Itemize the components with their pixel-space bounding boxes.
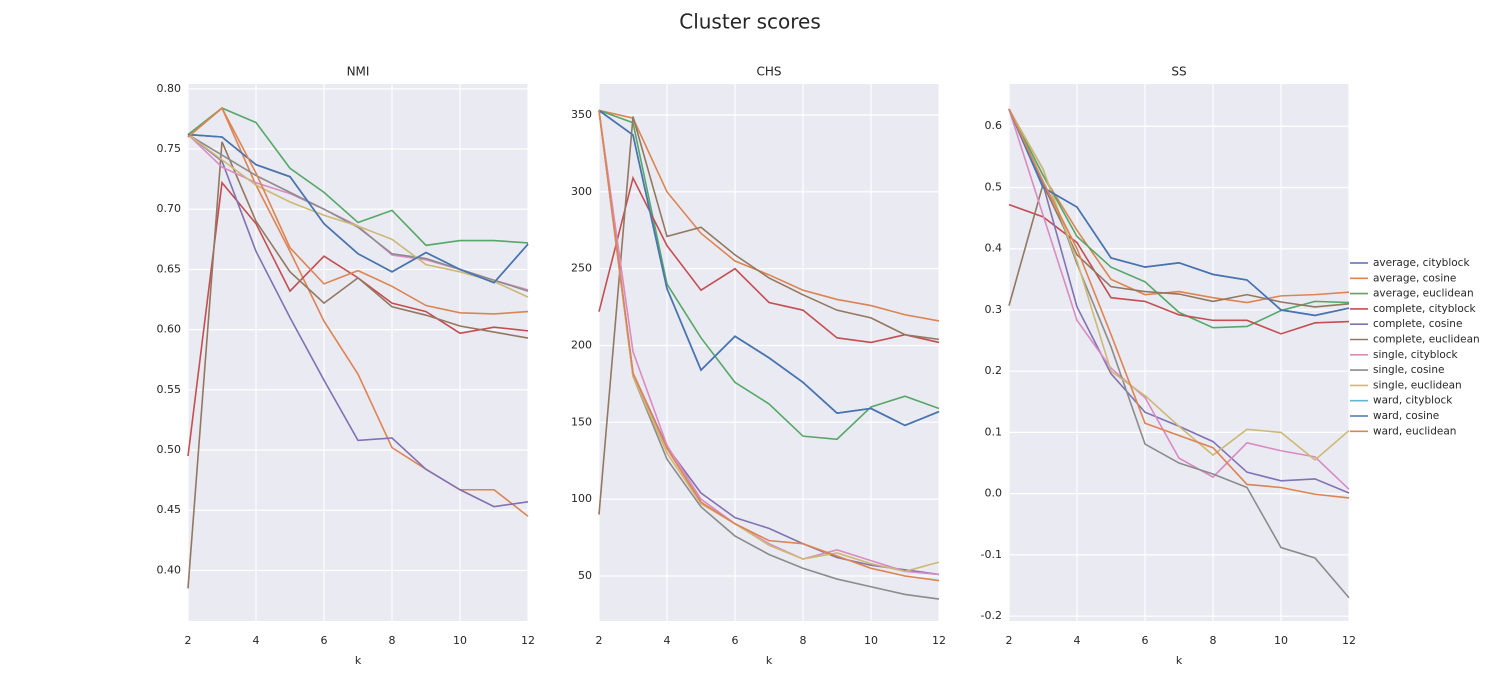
y-tick-label: 0.80	[157, 82, 182, 95]
x-tick-label: 12	[1342, 634, 1356, 647]
y-tick-label: 0.55	[157, 383, 182, 396]
series-line	[187, 133, 529, 284]
series-line	[598, 109, 940, 322]
legend-label: average, cityblock	[1373, 257, 1470, 269]
x-tick-label: 10	[1274, 634, 1288, 647]
plot-area	[599, 84, 939, 621]
y-tick-label: 0.70	[157, 202, 182, 215]
y-tick-label: 0.50	[157, 443, 182, 456]
x-axis-label: k	[1176, 654, 1183, 667]
y-tick-label: 0.4	[985, 242, 1003, 255]
plot-area	[188, 84, 528, 621]
x-tick-label: 6	[321, 634, 328, 647]
x-tick-label: 12	[932, 634, 946, 647]
x-tick-label: 12	[521, 634, 535, 647]
legend-label: ward, cityblock	[1373, 395, 1453, 407]
y-tick-label: 0.2	[985, 364, 1003, 377]
legend-label: complete, euclidean	[1373, 334, 1480, 346]
series-line	[1008, 108, 1350, 304]
x-tick-label: 4	[664, 634, 671, 647]
y-tick-label: 250	[571, 262, 592, 275]
legend-label: single, cosine	[1373, 364, 1444, 376]
legend-label: complete, cityblock	[1373, 303, 1477, 315]
x-tick-label: 8	[1210, 634, 1217, 647]
legend-label: ward, euclidean	[1373, 425, 1456, 437]
series-line	[598, 110, 940, 582]
y-tick-label: 0.3	[985, 303, 1003, 316]
legend-label: single, euclidean	[1373, 379, 1462, 391]
x-tick-label: 4	[1074, 634, 1081, 647]
y-tick-label: 300	[571, 185, 592, 198]
series-line	[187, 133, 529, 298]
y-tick-label: 0.60	[157, 323, 182, 336]
legend-label: average, euclidean	[1373, 288, 1474, 300]
y-tick-label: 0.40	[157, 563, 182, 576]
y-tick-label: 200	[571, 339, 592, 352]
legend-label: complete, cosine	[1373, 318, 1462, 330]
y-tick-label: 0.6	[985, 119, 1003, 132]
series-line	[598, 109, 940, 441]
y-tick-label: 0.65	[157, 262, 182, 275]
series-line	[598, 110, 940, 573]
y-tick-label: -0.1	[981, 548, 1002, 561]
x-tick-label: 10	[864, 634, 878, 647]
legend-label: single, cityblock	[1373, 349, 1459, 361]
x-tick-label: 2	[1006, 634, 1013, 647]
series-line	[598, 175, 940, 344]
panel-title: NMI	[347, 65, 370, 79]
x-tick-label: 4	[253, 634, 260, 647]
x-axis-label: k	[766, 654, 773, 667]
series-line	[1008, 108, 1350, 317]
series-line	[1008, 108, 1350, 490]
x-tick-label: 8	[389, 634, 396, 647]
y-tick-label: 0.0	[985, 487, 1003, 500]
y-tick-label: 0.45	[157, 503, 182, 516]
series-line	[598, 110, 940, 576]
x-tick-label: 8	[800, 634, 807, 647]
x-tick-label: 6	[732, 634, 739, 647]
x-tick-label: 6	[1142, 634, 1149, 647]
plot-area	[1009, 84, 1349, 621]
x-tick-label: 10	[453, 634, 467, 647]
x-axis-label: k	[355, 654, 362, 667]
series-line	[187, 107, 529, 247]
y-tick-label: -0.2	[981, 609, 1002, 622]
y-tick-label: 350	[571, 108, 592, 121]
series-line	[187, 141, 529, 589]
y-tick-label: 50	[578, 569, 592, 582]
series-line	[598, 110, 940, 600]
y-tick-label: 0.1	[985, 425, 1003, 438]
x-tick-label: 2	[596, 634, 603, 647]
series-line	[1008, 108, 1350, 329]
y-tick-label: 0.5	[985, 180, 1003, 193]
y-tick-label: 0.75	[157, 142, 182, 155]
panel-title: SS	[1171, 65, 1186, 79]
legend-label: average, cosine	[1373, 272, 1456, 284]
series-line	[187, 133, 529, 508]
series-line	[598, 116, 940, 515]
y-tick-label: 100	[571, 492, 592, 505]
series-line	[187, 106, 529, 517]
series-line	[1008, 108, 1350, 499]
x-tick-label: 2	[185, 634, 192, 647]
series-line	[187, 106, 529, 315]
y-tick-label: 150	[571, 415, 592, 428]
series-line	[1008, 108, 1350, 462]
legend-label: ward, cosine	[1373, 410, 1439, 422]
series-line	[598, 109, 940, 427]
panel-title: CHS	[756, 65, 781, 79]
chart-title: Cluster scores	[679, 10, 821, 34]
